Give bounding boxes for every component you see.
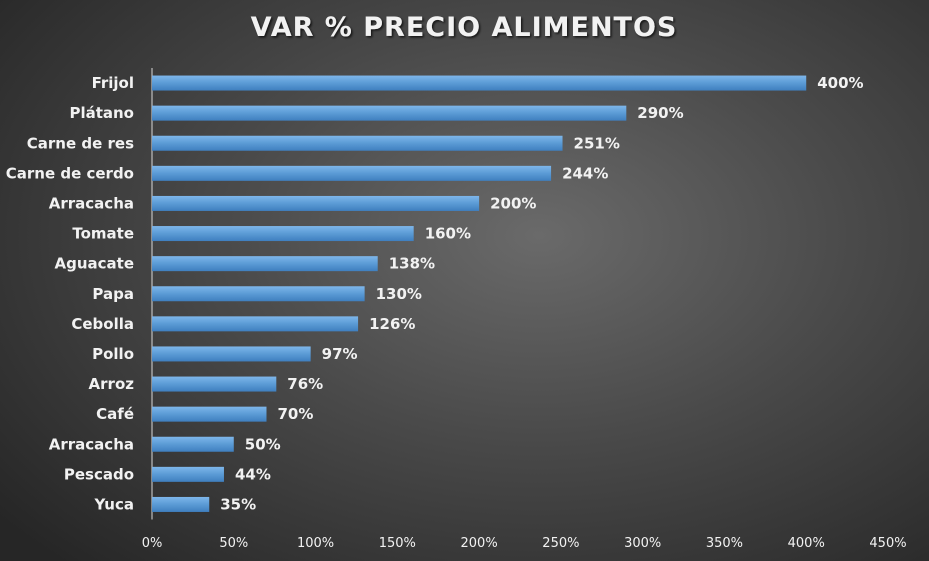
category-label: Arracacha <box>49 435 134 453</box>
bar <box>152 286 365 302</box>
bar <box>152 316 359 332</box>
data-label: 126% <box>369 315 415 333</box>
plot-area: Frijol 400% Plátano 290% Carne de res 251% Car… <box>6 68 907 551</box>
x-tick-label: 50% <box>219 536 248 551</box>
category-label: Aguacate <box>54 255 134 273</box>
x-tick-label: 100% <box>297 536 334 551</box>
bar <box>152 466 224 482</box>
bar <box>152 256 378 272</box>
bar <box>152 75 807 91</box>
bar <box>152 105 627 121</box>
data-label: 400% <box>817 74 863 92</box>
bar <box>152 496 210 512</box>
category-label: Frijol <box>92 74 134 92</box>
bar <box>152 226 414 242</box>
data-label: 290% <box>637 104 683 122</box>
category-label: Plátano <box>69 104 134 122</box>
category-label: Arracacha <box>49 194 134 212</box>
bar <box>152 195 480 211</box>
category-label: Carne de cerdo <box>6 164 134 182</box>
category-label: Papa <box>92 285 134 303</box>
x-tick-label: 0% <box>142 536 163 551</box>
data-label: 130% <box>376 285 422 303</box>
category-label: Cebolla <box>71 315 134 333</box>
category-label: Pollo <box>92 345 134 363</box>
x-tick-label: 450% <box>869 536 906 551</box>
bar <box>152 346 311 362</box>
category-label: Tomate <box>72 225 134 243</box>
x-tick-label: 200% <box>461 536 498 551</box>
category-label: Café <box>96 405 134 423</box>
data-label: 138% <box>389 255 435 273</box>
data-label: 251% <box>574 134 620 152</box>
bar <box>152 436 234 452</box>
data-label: 244% <box>562 164 608 182</box>
data-label: 44% <box>235 465 271 483</box>
x-tick-label: 350% <box>706 536 743 551</box>
data-label: 160% <box>425 225 471 243</box>
category-label: Arroz <box>89 375 135 393</box>
category-label: Pescado <box>64 465 134 483</box>
data-label: 200% <box>490 194 536 212</box>
data-label: 76% <box>287 375 323 393</box>
data-label: 35% <box>220 495 256 513</box>
x-tick-label: 400% <box>788 536 825 551</box>
x-tick-label: 250% <box>542 536 579 551</box>
bar <box>152 406 267 422</box>
data-label: 50% <box>245 435 281 453</box>
data-label: 70% <box>277 405 313 423</box>
bar <box>152 135 563 151</box>
data-label: 97% <box>322 345 358 363</box>
bar <box>152 376 277 392</box>
bar <box>152 165 552 181</box>
x-tick-label: 300% <box>624 536 661 551</box>
chart-title: VAR % PRECIO ALIMENTOS <box>251 12 678 43</box>
category-label: Carne de res <box>27 134 134 152</box>
category-label: Yuca <box>94 495 134 513</box>
x-tick-label: 150% <box>379 536 416 551</box>
